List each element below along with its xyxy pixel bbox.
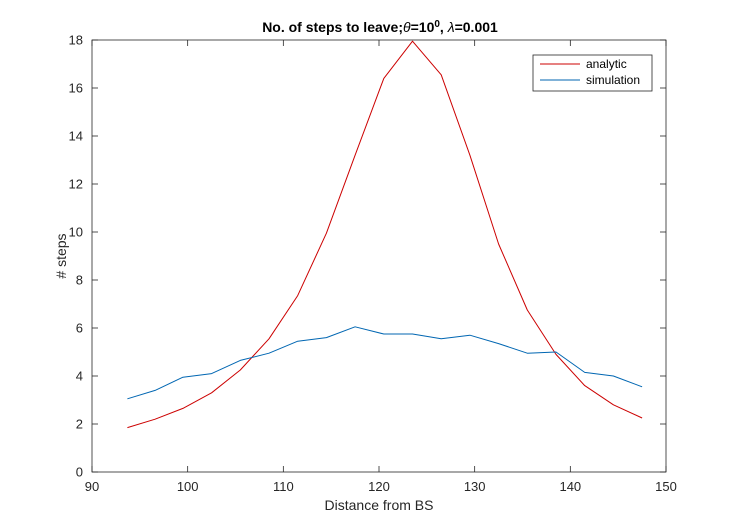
y-tick-label: 8	[76, 273, 83, 288]
x-tick-label: 110	[273, 479, 294, 494]
y-axis-label: # steps	[53, 233, 69, 278]
legend-label-simulation: simulation	[586, 73, 640, 87]
series-line-simulation	[127, 326, 643, 400]
chart-title-theta-superscript: 0	[434, 19, 440, 30]
y-tick-label: 12	[69, 177, 83, 192]
x-axis-label: Distance from BS	[325, 497, 434, 513]
legend-label-analytic: analytic	[586, 57, 627, 71]
chart-title-text: No. of steps to leave;	[262, 19, 403, 35]
x-tick-label: 150	[655, 479, 677, 494]
x-tick-label: 130	[464, 479, 486, 494]
series-lines	[127, 40, 643, 429]
chart-title-theta: θ	[403, 19, 411, 35]
y-tick-label: 0	[76, 465, 83, 480]
series-line-analytic	[127, 40, 643, 429]
y-axis: 0 2 4 6 8 10 12 14 16 18	[69, 33, 666, 480]
x-tick-label: 120	[368, 479, 390, 494]
x-axis: 90 100 110 120 130 140 150	[85, 40, 677, 494]
legend: analytic simulation	[532, 54, 653, 92]
chart-title-separator: ,	[440, 19, 448, 35]
y-tick-label: 6	[76, 321, 83, 336]
legend-box	[532, 54, 653, 92]
x-tick-label: 140	[559, 479, 581, 494]
y-tick-label: 18	[69, 33, 83, 48]
x-tick-label: 100	[177, 479, 199, 494]
y-tick-label: 2	[76, 417, 83, 432]
chart-title-lambda-value: =0.001	[455, 19, 498, 35]
plot-area	[91, 39, 667, 473]
chart-title-theta-value: =10	[411, 19, 435, 35]
chart-title: No. of steps to leave;θ=100, λ=0.001	[262, 19, 498, 36]
y-tick-label: 4	[76, 369, 83, 384]
y-tick-label: 10	[69, 225, 83, 240]
chart-title-lambda: λ	[447, 19, 455, 35]
y-tick-label: 16	[69, 81, 83, 96]
x-tick-label: 90	[85, 479, 99, 494]
y-tick-label: 14	[69, 129, 83, 144]
